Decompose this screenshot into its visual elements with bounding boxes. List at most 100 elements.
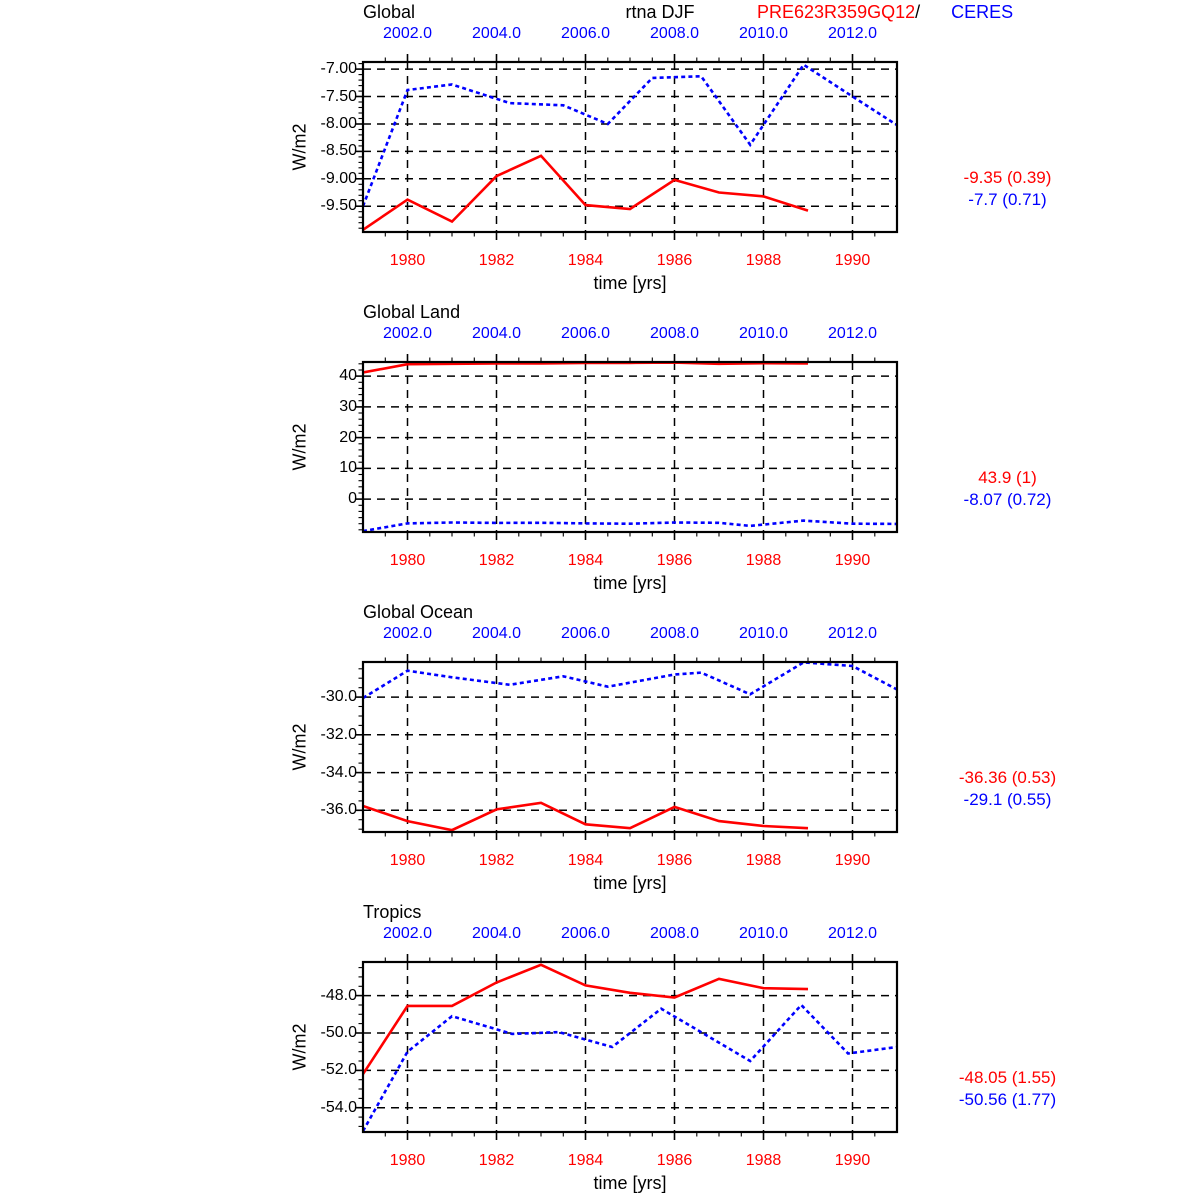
stat-model: -36.36 (0.53) <box>958 768 1057 787</box>
axis-minor-ticks <box>358 357 876 537</box>
y-axis-title: W/m2 <box>289 423 310 471</box>
panel-gridlines <box>363 62 897 232</box>
series-obs-line <box>363 62 897 207</box>
x-axis-tick-label: 1988 <box>745 1152 782 1169</box>
x-axis-tick-label: 1982 <box>478 1152 515 1169</box>
axis-ticks <box>355 54 854 240</box>
legend: PRE623R359GQ12/ CERES <box>757 2 1013 23</box>
series-model-line <box>363 154 809 231</box>
panel-title: Tropics <box>363 902 422 922</box>
series-obs-line <box>363 519 897 532</box>
y-axis-tick-label: 0 <box>348 490 357 508</box>
top-axis-tick-label: 2012.0 <box>828 625 877 642</box>
x-axis-title: time [yrs] <box>593 1173 667 1193</box>
axis-ticks <box>355 954 854 1140</box>
y-axis-tick-label: 30 <box>339 397 357 415</box>
x-axis-tick-label: 1988 <box>745 552 782 569</box>
y-axis-tick-label: -54.0 <box>320 1098 357 1116</box>
x-axis-title: time [yrs] <box>593 873 667 893</box>
x-axis-tick-label: 1986 <box>656 852 693 869</box>
series-model-line <box>363 801 809 832</box>
top-axis-tick-label: 2004.0 <box>472 325 521 342</box>
panel-gridlines <box>363 362 897 532</box>
stat-model: -48.05 (1.55) <box>958 1068 1057 1087</box>
x-axis-tick-label: 1986 <box>656 1152 693 1169</box>
axis-ticks <box>355 654 854 840</box>
panel-title: Global Ocean <box>363 602 474 622</box>
legend-model-label: PRE623R359GQ12 <box>757 2 916 22</box>
y-axis-tick-label: -34.0 <box>320 763 357 781</box>
stat-obs: -50.56 (1.77) <box>958 1090 1057 1109</box>
y-axis-tick-label: -9.00 <box>320 169 357 187</box>
panel-gridlines <box>363 962 897 1132</box>
series-model-line <box>363 963 809 1075</box>
y-axis-tick-label: -32.0 <box>320 725 357 743</box>
y-axis-tick-label: -36.0 <box>320 801 357 819</box>
panel-gridlines <box>363 662 897 832</box>
x-axis-tick-label: 1980 <box>389 252 426 269</box>
y-axis-tick-label: -52.0 <box>320 1061 357 1079</box>
x-axis-tick-label: 1986 <box>656 252 693 269</box>
top-axis-tick-label: 2010.0 <box>739 325 788 342</box>
x-axis-tick-label: 1990 <box>834 552 871 569</box>
top-axis-tick-label: 2004.0 <box>472 25 521 42</box>
y-axis-title: W/m2 <box>289 723 310 771</box>
axis-minor-ticks <box>358 957 876 1137</box>
x-axis-tick-label: 1984 <box>567 552 604 569</box>
panel-title: Global <box>363 2 416 22</box>
stat-obs: -7.7 (0.71) <box>968 190 1047 209</box>
x-axis-tick-label: 1984 <box>567 1152 604 1169</box>
x-axis-tick-label: 1982 <box>478 552 515 569</box>
top-axis-tick-label: 2008.0 <box>650 25 699 42</box>
axis-minor-ticks <box>358 657 876 837</box>
x-axis-tick-label: 1984 <box>567 852 604 869</box>
panel-frame <box>361 660 899 834</box>
top-axis-tick-label: 2004.0 <box>472 625 521 642</box>
y-axis-tick-label: -30.0 <box>320 688 357 706</box>
x-axis-tick-label: 1980 <box>389 852 426 869</box>
top-axis-tick-label: 2010.0 <box>739 625 788 642</box>
top-axis-tick-label: 2004.0 <box>472 925 521 942</box>
x-axis-tick-label: 1980 <box>389 552 426 569</box>
x-axis-title: time [yrs] <box>593 573 667 593</box>
top-axis-tick-label: 2010.0 <box>739 25 788 42</box>
top-axis-tick-label: 2006.0 <box>561 25 610 42</box>
x-axis-tick-label: 1988 <box>745 852 782 869</box>
top-axis-tick-label: 2008.0 <box>650 925 699 942</box>
legend-separator: / <box>915 2 921 22</box>
season-label: rtna DJF <box>625 2 695 22</box>
top-axis-tick-label: 2012.0 <box>828 925 877 942</box>
x-axis-tick-label: 1990 <box>834 252 871 269</box>
panel-frame <box>361 360 899 534</box>
top-axis-tick-label: 2006.0 <box>561 625 610 642</box>
x-axis-tick-label: 1990 <box>834 852 871 869</box>
y-axis-tick-label: 40 <box>339 367 357 385</box>
y-axis-tick-label: -50.0 <box>320 1023 357 1041</box>
x-axis-tick-label: 1982 <box>478 252 515 269</box>
panel-title: Global Land <box>363 302 461 322</box>
x-axis-title: time [yrs] <box>593 273 667 293</box>
x-axis-tick-label: 1988 <box>745 252 782 269</box>
axis-minor-ticks <box>358 57 876 237</box>
x-axis-tick-label: 1984 <box>567 252 604 269</box>
stat-obs: -8.07 (0.72) <box>963 490 1052 509</box>
top-axis-tick-label: 2008.0 <box>650 625 699 642</box>
x-axis-tick-label: 1990 <box>834 1152 871 1169</box>
series-obs-line <box>363 662 897 700</box>
panel-frame <box>361 960 899 1134</box>
top-axis-tick-label: 2002.0 <box>383 25 432 42</box>
y-axis-tick-label: -48.0 <box>320 986 357 1004</box>
top-axis-tick-label: 2002.0 <box>383 925 432 942</box>
y-axis-tick-label: -9.50 <box>320 197 357 215</box>
y-axis-tick-label: -8.50 <box>320 142 357 160</box>
stat-model: 43.9 (1) <box>978 468 1037 487</box>
y-axis-title: W/m2 <box>289 1023 310 1071</box>
top-axis-tick-label: 2012.0 <box>828 25 877 42</box>
y-axis-title: W/m2 <box>289 123 310 171</box>
stat-obs: -29.1 (0.55) <box>963 790 1052 809</box>
x-axis-tick-label: 1980 <box>389 1152 426 1169</box>
top-axis-tick-label: 2012.0 <box>828 325 877 342</box>
y-axis-tick-label: -8.00 <box>320 114 357 132</box>
